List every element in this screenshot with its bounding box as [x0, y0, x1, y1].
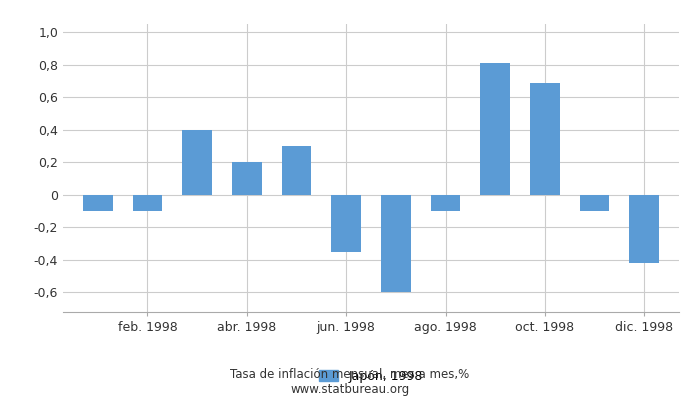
Bar — [629, 195, 659, 263]
Bar — [132, 195, 162, 211]
Legend: Japón, 1998: Japón, 1998 — [319, 370, 423, 383]
Bar — [331, 195, 361, 252]
Bar — [232, 162, 262, 195]
Bar — [480, 63, 510, 195]
Bar — [530, 82, 560, 195]
Text: www.statbureau.org: www.statbureau.org — [290, 383, 410, 396]
Bar — [83, 195, 113, 211]
Bar — [381, 195, 411, 292]
Text: Tasa de inflación mensual, mes a mes,%: Tasa de inflación mensual, mes a mes,% — [230, 368, 470, 381]
Bar — [182, 130, 212, 195]
Bar — [430, 195, 461, 211]
Bar — [281, 146, 312, 195]
Bar — [580, 195, 610, 211]
